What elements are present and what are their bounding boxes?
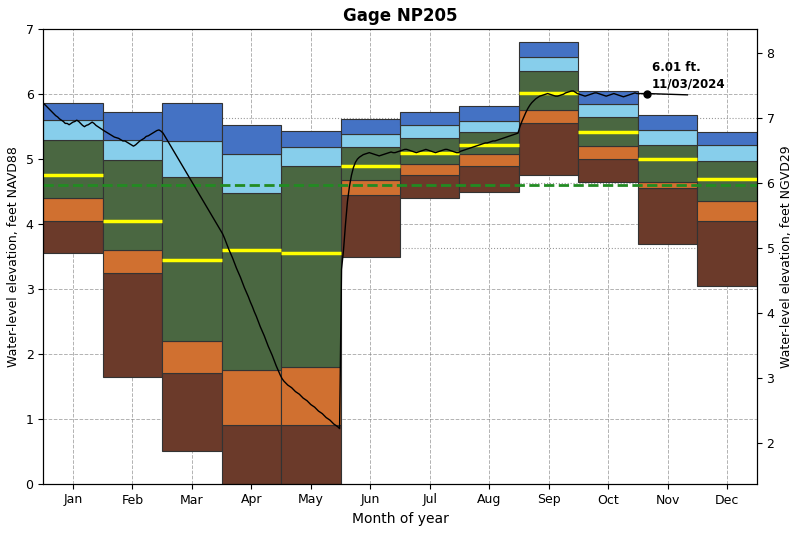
Bar <box>43 120 102 140</box>
Bar <box>102 160 162 250</box>
Bar <box>459 154 519 166</box>
Bar <box>578 159 638 182</box>
Y-axis label: Water-level elevation, feet NGVD29: Water-level elevation, feet NGVD29 <box>780 145 793 368</box>
Bar <box>162 177 222 341</box>
Bar <box>281 367 341 425</box>
Bar <box>102 140 162 160</box>
Bar <box>102 273 162 377</box>
Bar <box>43 103 102 120</box>
Bar <box>459 132 519 154</box>
Bar <box>341 119 400 134</box>
Bar <box>519 42 578 56</box>
Bar <box>698 132 757 145</box>
Bar <box>341 134 400 148</box>
Bar <box>400 125 459 139</box>
Bar <box>222 425 281 484</box>
X-axis label: Month of year: Month of year <box>351 512 449 526</box>
Bar <box>222 370 281 425</box>
Bar <box>638 145 698 182</box>
Bar <box>43 221 102 253</box>
Bar <box>519 110 578 124</box>
Bar <box>400 139 459 164</box>
Bar <box>43 140 102 198</box>
Bar <box>459 106 519 122</box>
Bar <box>578 117 638 146</box>
Bar <box>162 103 222 141</box>
Bar <box>281 148 341 166</box>
Bar <box>698 145 757 161</box>
Bar <box>519 71 578 110</box>
Bar <box>162 341 222 374</box>
Bar <box>102 112 162 140</box>
Bar <box>281 166 341 367</box>
Y-axis label: Water-level elevation, feet NAVD88: Water-level elevation, feet NAVD88 <box>7 146 20 367</box>
Bar <box>459 166 519 191</box>
Bar <box>698 221 757 286</box>
Bar <box>578 91 638 104</box>
Bar <box>638 182 698 188</box>
Bar <box>341 148 400 180</box>
Bar <box>281 425 341 484</box>
Bar <box>341 180 400 195</box>
Bar <box>162 141 222 177</box>
Bar <box>341 195 400 256</box>
Bar <box>281 131 341 148</box>
Bar <box>222 125 281 154</box>
Bar <box>519 56 578 71</box>
Bar <box>102 250 162 273</box>
Bar <box>222 154 281 193</box>
Bar <box>459 122 519 132</box>
Bar <box>400 112 459 125</box>
Bar <box>698 161 757 201</box>
Bar <box>638 188 698 244</box>
Bar <box>638 115 698 130</box>
Bar <box>162 374 222 451</box>
Bar <box>519 124 578 175</box>
Bar <box>698 201 757 221</box>
Title: Gage NP205: Gage NP205 <box>342 7 458 25</box>
Bar <box>578 146 638 159</box>
Text: 6.01 ft.
11/03/2024: 6.01 ft. 11/03/2024 <box>651 61 725 90</box>
Bar <box>638 130 698 145</box>
Bar <box>222 193 281 370</box>
Bar <box>400 164 459 175</box>
Bar <box>578 104 638 117</box>
Bar <box>43 198 102 221</box>
Bar <box>400 175 459 198</box>
